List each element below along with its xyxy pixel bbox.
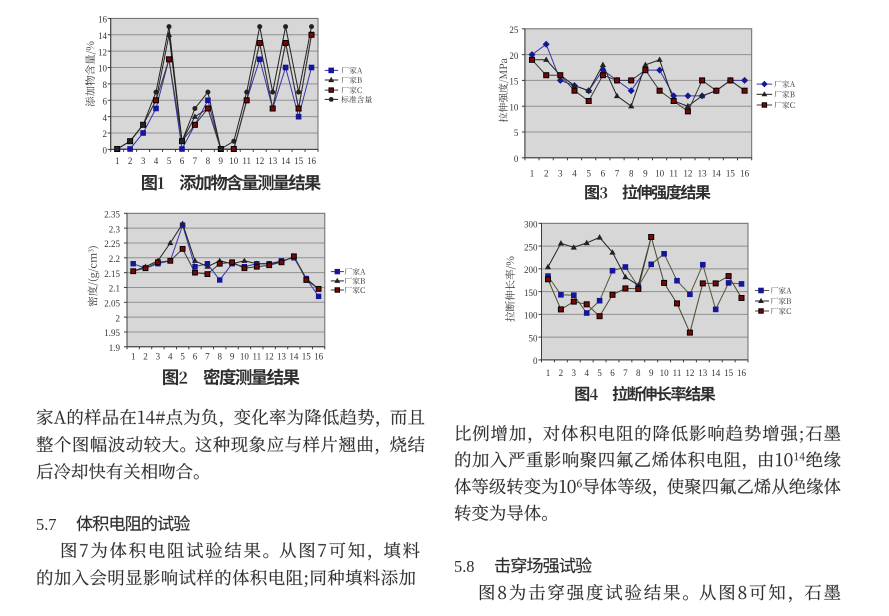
svg-text:2.35: 2.35 — [104, 210, 120, 220]
svg-text:10: 10 — [229, 156, 239, 166]
svg-text:6: 6 — [601, 168, 606, 178]
svg-text:11: 11 — [252, 352, 261, 362]
svg-text:6: 6 — [180, 156, 185, 166]
svg-text:300: 300 — [524, 220, 538, 230]
svg-text:6: 6 — [103, 97, 108, 107]
svg-text:13: 13 — [698, 368, 708, 378]
svg-text:2: 2 — [103, 129, 108, 139]
svg-text:11: 11 — [242, 156, 251, 166]
svg-text:14: 14 — [711, 368, 721, 378]
svg-text:14: 14 — [98, 31, 108, 41]
svg-text:15: 15 — [509, 77, 519, 87]
svg-text:16: 16 — [98, 15, 108, 25]
svg-text:5: 5 — [597, 368, 602, 378]
svg-text:25: 25 — [509, 25, 519, 35]
svg-text:2.25: 2.25 — [104, 239, 120, 249]
svg-text:13: 13 — [277, 352, 287, 362]
svg-text:5: 5 — [167, 156, 172, 166]
svg-text:15: 15 — [294, 156, 304, 166]
svg-text:2: 2 — [559, 368, 564, 378]
svg-text:5.7: 5.7 — [36, 515, 57, 534]
svg-text:14: 14 — [289, 352, 299, 362]
svg-text:150: 150 — [524, 288, 538, 298]
svg-text:2: 2 — [116, 313, 121, 323]
svg-text:8: 8 — [206, 156, 211, 166]
svg-text:9: 9 — [643, 168, 648, 178]
svg-text:11: 11 — [669, 168, 678, 178]
svg-text:4: 4 — [584, 368, 589, 378]
svg-text:7: 7 — [615, 168, 620, 178]
svg-text:2.05: 2.05 — [104, 299, 120, 309]
svg-text:1: 1 — [530, 168, 535, 178]
svg-text:6: 6 — [193, 352, 198, 362]
svg-text:8: 8 — [636, 368, 641, 378]
svg-text:15: 15 — [302, 352, 312, 362]
svg-text:12: 12 — [683, 168, 692, 178]
svg-text:12: 12 — [98, 47, 107, 57]
svg-text:4: 4 — [168, 352, 173, 362]
svg-text:11: 11 — [673, 368, 682, 378]
svg-text:2: 2 — [128, 156, 133, 166]
svg-text:10: 10 — [655, 168, 665, 178]
svg-text:4: 4 — [103, 113, 108, 123]
svg-text:13: 13 — [268, 156, 278, 166]
svg-text:5.8: 5.8 — [454, 557, 475, 576]
svg-text:1: 1 — [115, 156, 120, 166]
svg-text:12: 12 — [255, 156, 264, 166]
svg-text:7: 7 — [623, 368, 628, 378]
svg-text:4: 4 — [154, 156, 159, 166]
svg-text:10: 10 — [98, 64, 108, 74]
svg-text:8: 8 — [629, 168, 634, 178]
svg-text:50: 50 — [529, 333, 539, 343]
svg-text:5: 5 — [586, 168, 591, 178]
svg-text:1: 1 — [131, 352, 136, 362]
svg-text:2.3: 2.3 — [109, 224, 121, 234]
svg-text:16: 16 — [740, 168, 750, 178]
svg-text:3: 3 — [156, 352, 161, 362]
svg-text:2.1: 2.1 — [109, 284, 120, 294]
svg-text:9: 9 — [219, 156, 224, 166]
svg-text:7: 7 — [205, 352, 210, 362]
svg-text:6: 6 — [610, 368, 615, 378]
svg-text:12: 12 — [265, 352, 274, 362]
svg-text:7: 7 — [193, 156, 198, 166]
svg-text:12: 12 — [685, 368, 694, 378]
svg-text:1: 1 — [546, 368, 551, 378]
svg-text:2: 2 — [143, 352, 148, 362]
svg-text:13: 13 — [698, 168, 708, 178]
svg-text:16: 16 — [737, 368, 747, 378]
svg-text:200: 200 — [524, 265, 538, 275]
svg-text:1.9: 1.9 — [109, 343, 121, 353]
svg-text:15: 15 — [726, 168, 736, 178]
svg-text:0: 0 — [514, 154, 519, 164]
svg-text:8: 8 — [103, 80, 108, 90]
svg-text:0: 0 — [533, 356, 538, 366]
svg-text:20: 20 — [509, 51, 519, 61]
svg-text:5: 5 — [514, 128, 519, 138]
svg-text:2.2: 2.2 — [109, 254, 120, 264]
svg-text:10: 10 — [509, 102, 519, 112]
svg-text:2.15: 2.15 — [104, 269, 120, 279]
svg-text:9: 9 — [649, 368, 654, 378]
svg-text:1.95: 1.95 — [104, 328, 120, 338]
svg-text:3: 3 — [572, 368, 577, 378]
svg-text:8: 8 — [217, 352, 222, 362]
svg-text:250: 250 — [524, 242, 538, 252]
svg-text:2: 2 — [544, 168, 549, 178]
svg-text:3: 3 — [141, 156, 146, 166]
svg-text:16: 16 — [314, 352, 324, 362]
svg-text:9: 9 — [230, 352, 235, 362]
svg-text:10: 10 — [660, 368, 670, 378]
svg-text:15: 15 — [724, 368, 734, 378]
svg-text:0: 0 — [103, 146, 108, 156]
svg-text:14: 14 — [712, 168, 722, 178]
svg-text:16: 16 — [307, 156, 317, 166]
svg-text:100: 100 — [524, 311, 538, 321]
svg-text:5: 5 — [180, 352, 185, 362]
svg-text:10: 10 — [240, 352, 250, 362]
svg-text:4: 4 — [572, 168, 577, 178]
svg-text:14: 14 — [281, 156, 291, 166]
svg-text:3: 3 — [558, 168, 563, 178]
